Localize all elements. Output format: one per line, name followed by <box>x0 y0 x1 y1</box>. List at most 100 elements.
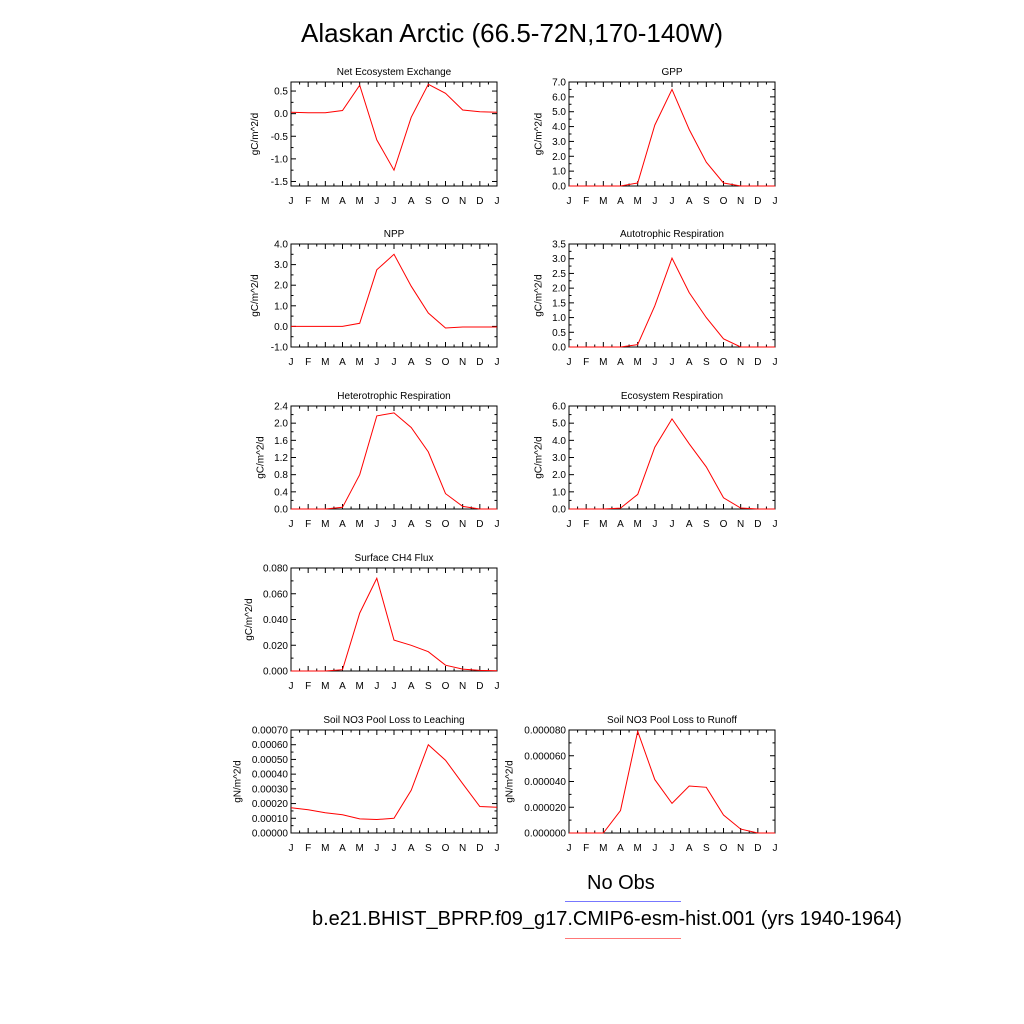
y-tick-label: 0.060 <box>263 589 288 600</box>
x-tick-label: N <box>737 519 744 530</box>
x-tick-label: O <box>442 681 450 692</box>
y-tick-label: 0.0 <box>274 109 288 120</box>
x-tick-label: N <box>737 196 744 207</box>
y-tick-label: -1.0 <box>271 343 289 354</box>
x-tick-label: M <box>321 681 329 692</box>
x-tick-label: F <box>305 519 311 530</box>
x-tick-label: J <box>392 196 397 207</box>
x-tick-label: S <box>425 357 432 368</box>
series-line-soil-no3-pool-loss-to-runoff <box>569 729 775 834</box>
y-axis-label: gC/m^2/d <box>244 598 255 641</box>
x-tick-label: J <box>773 196 778 207</box>
y-tick-label: 2.0 <box>274 419 288 430</box>
y-tick-label: 0.5 <box>274 87 288 98</box>
x-tick-label: J <box>670 843 675 854</box>
x-tick-label: J <box>670 196 675 207</box>
panel-title: NPP <box>384 229 405 240</box>
x-tick-label: J <box>670 357 675 368</box>
x-tick-label: D <box>476 519 483 530</box>
series-line-gpp <box>569 88 775 187</box>
x-tick-label: A <box>339 681 346 692</box>
y-tick-label: 0.00070 <box>252 726 289 737</box>
x-tick-label: A <box>686 196 693 207</box>
panel-title: Surface CH4 Flux <box>355 553 434 564</box>
y-tick-label: 1.6 <box>274 436 288 447</box>
y-tick-label: 4.0 <box>552 436 566 447</box>
panel-title: Net Ecosystem Exchange <box>337 67 452 78</box>
x-tick-label: J <box>392 843 397 854</box>
x-tick-label: J <box>374 843 379 854</box>
y-tick-label: 0.0 <box>552 182 566 193</box>
x-tick-label: J <box>652 196 657 207</box>
x-tick-label: S <box>425 519 432 530</box>
y-tick-label: 1.0 <box>552 167 566 178</box>
x-tick-label: J <box>392 519 397 530</box>
y-tick-label: 0.000040 <box>524 777 566 788</box>
y-tick-label: 3.5 <box>552 240 566 251</box>
y-tick-label: 0.00040 <box>252 770 289 781</box>
y-axis-label: gC/m^2/d <box>250 274 261 317</box>
x-tick-label: D <box>476 681 483 692</box>
x-tick-label: F <box>305 196 311 207</box>
x-tick-label: M <box>355 357 363 368</box>
x-tick-label: J <box>495 681 500 692</box>
x-tick-label: S <box>425 681 432 692</box>
y-axis-label: gC/m^2/d <box>534 274 545 317</box>
panel-title: Heterotrophic Respiration <box>337 391 450 402</box>
x-tick-label: A <box>686 357 693 368</box>
panel-frame <box>290 243 498 348</box>
series-line-ecosystem-respiration <box>569 417 775 510</box>
x-tick-label: N <box>459 681 466 692</box>
x-tick-label: J <box>495 843 500 854</box>
x-tick-label: A <box>408 843 415 854</box>
x-tick-label: F <box>305 357 311 368</box>
x-tick-label: A <box>408 519 415 530</box>
y-tick-label: 1.5 <box>552 298 566 309</box>
x-tick-label: D <box>754 357 761 368</box>
y-tick-label: 0.00020 <box>252 799 289 810</box>
x-tick-label: O <box>720 843 728 854</box>
x-tick-label: J <box>567 843 572 854</box>
x-tick-label: J <box>495 196 500 207</box>
series-line-npp <box>291 253 497 329</box>
legend-obs-line <box>565 901 681 902</box>
y-tick-label: 1.0 <box>552 313 566 324</box>
panel-title: Soil NO3 Pool Loss to Leaching <box>323 715 464 726</box>
x-tick-label: D <box>476 357 483 368</box>
y-tick-label: 0.000020 <box>524 803 566 814</box>
series-line-soil-no3-pool-loss-to-leaching <box>290 743 498 821</box>
x-tick-label: A <box>617 519 624 530</box>
series-line-heterotrophic-respiration <box>291 412 497 510</box>
x-tick-label: M <box>321 519 329 530</box>
x-tick-label: J <box>773 843 778 854</box>
y-tick-label: -1.5 <box>271 177 289 188</box>
x-tick-label: J <box>289 357 294 368</box>
x-tick-label: A <box>617 843 624 854</box>
x-tick-label: J <box>495 357 500 368</box>
x-tick-label: M <box>355 843 363 854</box>
y-tick-label: -1.0 <box>271 154 289 165</box>
y-tick-label: 6.0 <box>552 92 566 103</box>
x-tick-label: A <box>408 681 415 692</box>
panel-title: Soil NO3 Pool Loss to Runoff <box>607 715 737 726</box>
x-tick-label: M <box>633 519 641 530</box>
panel-title: GPP <box>661 67 682 78</box>
x-tick-label: O <box>720 196 728 207</box>
x-tick-label: A <box>339 843 346 854</box>
y-tick-label: 0.020 <box>263 641 288 652</box>
series-line-net-ecosystem-exchange <box>290 83 498 172</box>
x-tick-label: M <box>355 196 363 207</box>
x-tick-label: A <box>408 357 415 368</box>
panel-title: Autotrophic Respiration <box>620 229 724 240</box>
x-tick-label: M <box>599 519 607 530</box>
x-tick-label: O <box>720 357 728 368</box>
x-tick-label: A <box>339 519 346 530</box>
x-tick-label: J <box>652 357 657 368</box>
x-tick-label: M <box>321 357 329 368</box>
x-tick-label: A <box>617 196 624 207</box>
